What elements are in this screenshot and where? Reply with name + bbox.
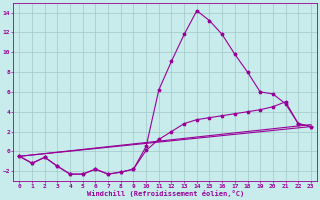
X-axis label: Windchill (Refroidissement éolien,°C): Windchill (Refroidissement éolien,°C) [86,190,244,197]
